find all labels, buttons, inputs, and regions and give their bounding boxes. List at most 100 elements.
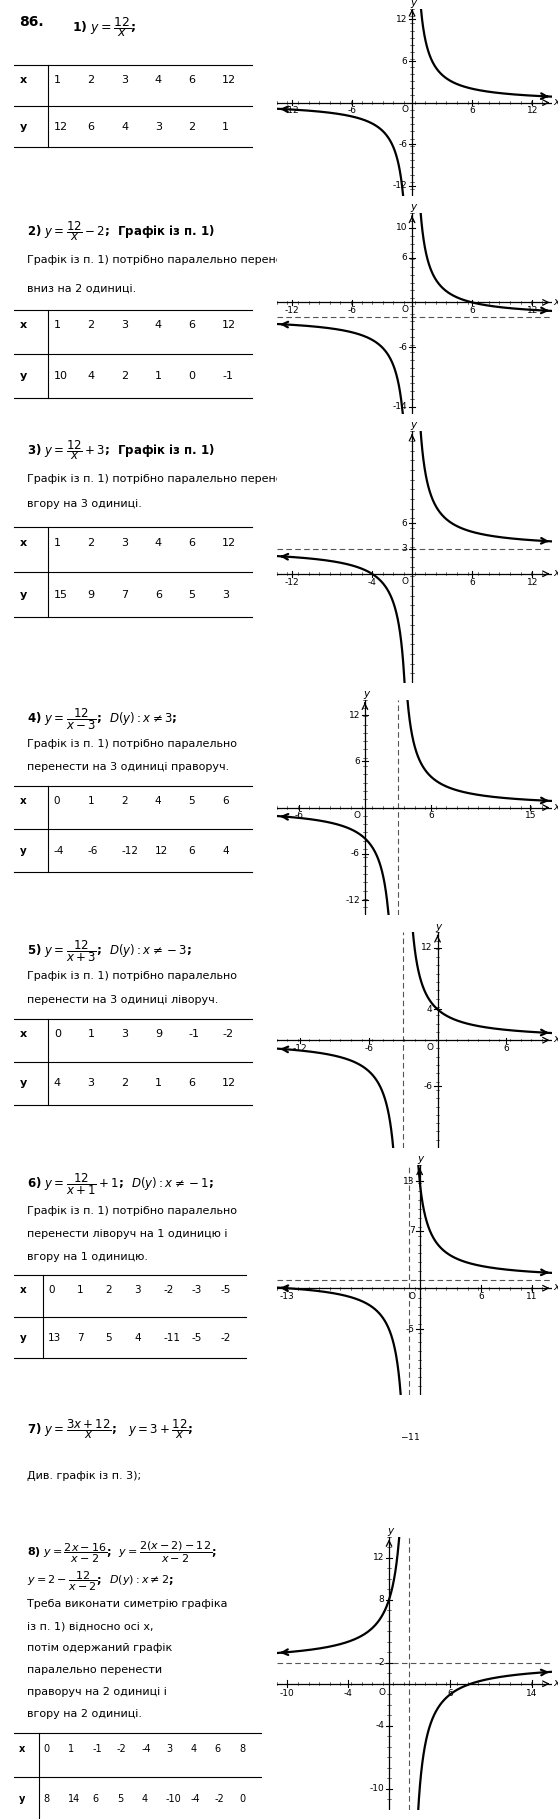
Text: 3: 3	[401, 544, 407, 553]
Text: 3) $y = \dfrac{12}{x} + 3$;  Графік із п. 1): 3) $y = \dfrac{12}{x} + 3$; Графік із п.…	[27, 438, 215, 462]
Text: 15: 15	[54, 589, 68, 600]
Text: 12: 12	[373, 1553, 384, 1563]
Text: O: O	[401, 306, 408, 315]
Text: x: x	[19, 1744, 26, 1754]
Text: -2: -2	[220, 1333, 231, 1342]
Text: 6: 6	[215, 1744, 221, 1754]
Text: 6: 6	[401, 56, 407, 65]
Text: -12: -12	[285, 306, 299, 315]
Text: -4: -4	[141, 1744, 151, 1754]
Text: потім одержаний графік: потім одержаний графік	[27, 1643, 172, 1653]
Text: 1: 1	[88, 797, 94, 806]
Text: 2: 2	[378, 1659, 384, 1668]
Text: 7: 7	[121, 589, 128, 600]
Text: -4: -4	[368, 578, 377, 588]
Text: Графік із п. 1) потрібно паралельно: Графік із п. 1) потрібно паралельно	[27, 1206, 237, 1217]
Text: 2: 2	[189, 122, 196, 133]
Text: 8: 8	[378, 1595, 384, 1604]
Text: y: y	[410, 0, 416, 9]
Text: 0: 0	[54, 797, 60, 806]
Text: 3: 3	[121, 320, 128, 329]
Text: -6: -6	[88, 846, 98, 855]
Text: 4: 4	[222, 846, 229, 855]
Text: -4: -4	[375, 1721, 384, 1730]
Text: 4: 4	[427, 1004, 432, 1013]
Text: 6: 6	[448, 1688, 453, 1697]
Text: 8: 8	[239, 1744, 246, 1754]
Text: 12: 12	[527, 306, 538, 315]
Text: -6: -6	[348, 106, 357, 115]
Text: 3: 3	[134, 1284, 141, 1295]
Text: y: y	[435, 922, 441, 931]
Text: перенести на 3 одиниці ліворуч.: перенести на 3 одиниці ліворуч.	[27, 995, 218, 1004]
Text: O: O	[401, 106, 408, 115]
Text: -5: -5	[220, 1284, 231, 1295]
Text: 7: 7	[77, 1333, 84, 1342]
Text: x: x	[20, 1030, 27, 1039]
Text: -6: -6	[364, 1044, 373, 1053]
Text: -6: -6	[294, 811, 303, 820]
Text: y: y	[20, 589, 27, 600]
Text: 8) $y = \dfrac{2x-16}{x-2}$;  $y = \dfrac{2(x-2)-12}{x-2}$;: 8) $y = \dfrac{2x-16}{x-2}$; $y = \dfrac…	[27, 1539, 217, 1564]
Text: -1: -1	[93, 1744, 102, 1754]
Text: 4: 4	[190, 1744, 196, 1754]
Text: 12: 12	[396, 15, 407, 24]
Text: y: y	[20, 1333, 26, 1342]
Text: -13: -13	[280, 1291, 294, 1301]
Text: 2: 2	[121, 797, 128, 806]
Text: 4: 4	[155, 320, 162, 329]
Text: 1: 1	[54, 538, 61, 548]
Text: 3: 3	[222, 589, 229, 600]
Text: 10: 10	[396, 224, 407, 233]
Text: -5: -5	[192, 1333, 202, 1342]
Text: y: y	[410, 420, 416, 431]
Text: 12: 12	[527, 106, 538, 115]
Text: 15: 15	[525, 811, 536, 820]
Text: 6: 6	[428, 811, 434, 820]
Text: x: x	[554, 802, 558, 811]
Text: 6: 6	[88, 122, 94, 133]
Text: -2: -2	[163, 1284, 174, 1295]
Text: x: x	[20, 75, 27, 85]
Text: -4: -4	[344, 1688, 353, 1697]
Text: 9: 9	[155, 1030, 162, 1039]
Text: -12: -12	[285, 106, 299, 115]
Text: 12: 12	[349, 711, 360, 720]
Text: 6) $y = \dfrac{12}{x+1} + 1$;  $D(y): x \neq -1$;: 6) $y = \dfrac{12}{x+1} + 1$; $D(y): x \…	[27, 1171, 213, 1197]
Text: Графік із п. 1) потрібно паралельно: Графік із п. 1) потрібно паралельно	[27, 739, 237, 749]
Text: x: x	[554, 96, 558, 107]
Text: 6: 6	[354, 757, 360, 766]
Text: -4: -4	[190, 1794, 200, 1804]
Text: 6: 6	[401, 253, 407, 262]
Text: -12: -12	[345, 895, 360, 904]
Text: 1) $y = \dfrac{12}{x}$;: 1) $y = \dfrac{12}{x}$;	[71, 15, 136, 38]
Text: 1: 1	[155, 371, 162, 380]
Text: 3: 3	[121, 538, 128, 548]
Text: O: O	[401, 577, 408, 586]
Text: x: x	[20, 320, 27, 329]
Text: x: x	[554, 1282, 558, 1291]
Text: 3: 3	[121, 75, 128, 85]
Text: 86.: 86.	[19, 15, 44, 29]
Text: 4: 4	[121, 122, 128, 133]
Text: вгору на 3 одиниці.: вгору на 3 одиниці.	[27, 498, 142, 509]
Text: 4: 4	[88, 371, 95, 380]
Text: -4: -4	[54, 846, 64, 855]
Text: -6: -6	[398, 342, 407, 351]
Text: 2: 2	[88, 320, 95, 329]
Text: -2: -2	[117, 1744, 127, 1754]
Text: y: y	[20, 122, 27, 133]
Text: 4: 4	[54, 1079, 61, 1088]
Text: 4: 4	[141, 1794, 147, 1804]
Text: 4: 4	[155, 797, 161, 806]
Text: 6: 6	[503, 1044, 509, 1053]
Text: y: y	[20, 371, 27, 380]
Text: перенести на 3 одиниці праворуч.: перенести на 3 одиниці праворуч.	[27, 762, 229, 773]
Text: O: O	[354, 811, 361, 820]
Text: Треба виконати симетрію графіка: Треба виконати симетрію графіка	[27, 1599, 227, 1610]
Text: із п. 1) відносно осі x,: із п. 1) відносно осі x,	[27, 1621, 153, 1632]
Text: 1: 1	[222, 122, 229, 133]
Text: вгору на 2 одиниці.: вгору на 2 одиниці.	[27, 1708, 142, 1719]
Text: -12: -12	[292, 1044, 307, 1053]
Text: вгору на 1 одиницю.: вгору на 1 одиницю.	[27, 1251, 148, 1262]
